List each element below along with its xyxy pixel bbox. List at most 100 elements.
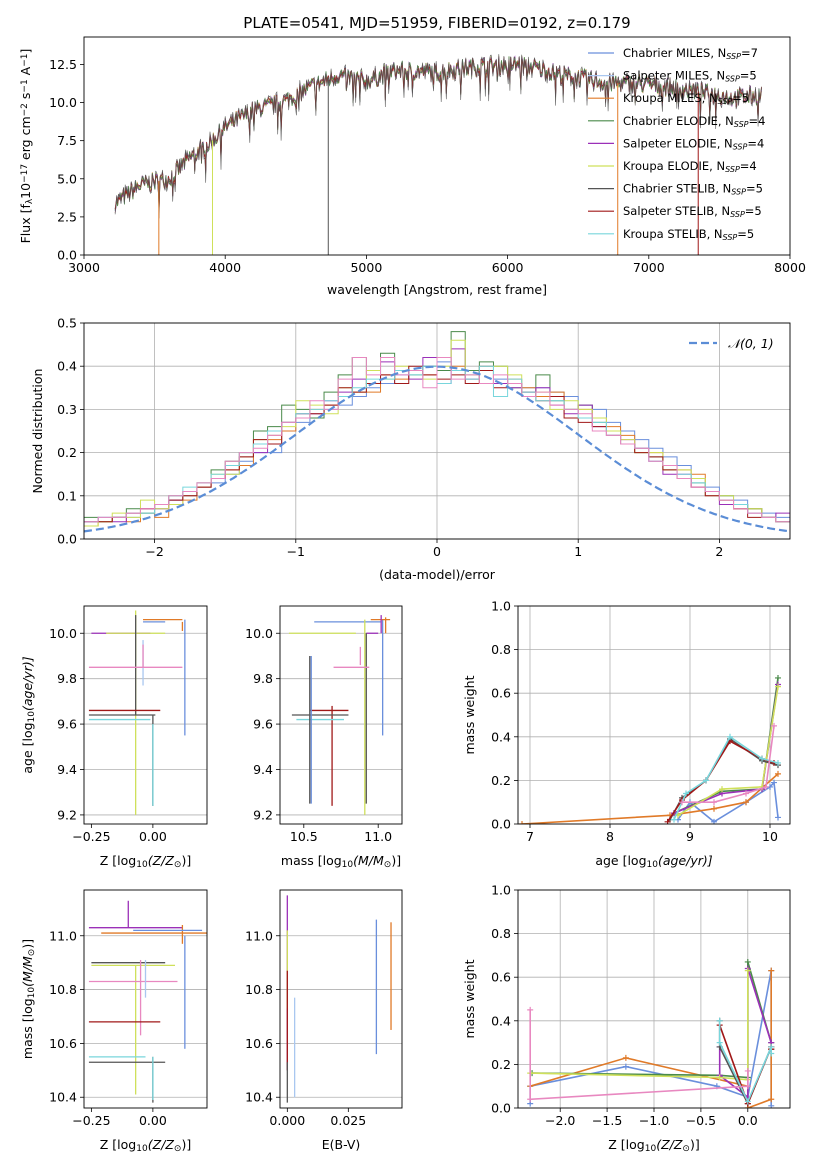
legend-entry: Salpeter MILES, NSSP=5 — [623, 69, 757, 84]
spectrum-lines — [114, 54, 762, 255]
weight-marker — [519, 821, 525, 824]
errorbars — [288, 615, 391, 815]
weight-marker — [719, 786, 725, 793]
label-part: (Z/Z — [148, 1137, 175, 1152]
weight-line — [718, 1020, 772, 1106]
label-part: Z [log — [608, 1137, 644, 1152]
label-part: age [log — [20, 722, 35, 773]
weight-marker — [716, 1017, 723, 1024]
weight-series — [519, 770, 781, 824]
x-axis-label: wavelength [Angstrom, rest frame] — [327, 282, 547, 297]
label-part: Z [log — [100, 1137, 136, 1152]
weight-marker — [527, 1096, 534, 1103]
label-part: −2 — [20, 103, 30, 116]
panel-spectrum: 3000 4000 5000 6000 7000 8000 0.0 2.5 5.0 7.5 10.0… — [18, 14, 806, 297]
legend-sub: SSP — [733, 142, 748, 151]
panel-weight_vs_z: −2.0 −1.5 −1.0 −0.5 0.0 0.0 0.2 0.4 0.6 0.8 1.0 Z [… — [462, 883, 791, 1154]
weight-line — [532, 961, 772, 1079]
legend-label: Chabrier MILES, N — [623, 46, 726, 60]
weight-series — [527, 1006, 751, 1103]
y-tick-label: 9.4 — [57, 762, 77, 777]
plot-frame — [279, 889, 403, 1109]
x-tick-label: −0.5 — [686, 1113, 716, 1128]
label-part: erg cm — [18, 116, 33, 164]
x-axis-label: Z [log10(Z/Z⊙)] — [100, 1137, 191, 1154]
y-tick-label: 0.6 — [491, 686, 511, 701]
y-tick-label: 10.0 — [245, 626, 273, 641]
legend-entry: Chabrier STELIB, NSSP=5 — [623, 182, 763, 197]
label-part: 10 — [647, 860, 659, 870]
legend-tail: =5 — [745, 204, 762, 218]
label-part: mass [log — [281, 853, 342, 868]
x-tick-label: 0.00 — [139, 829, 167, 844]
errorbars — [286, 895, 392, 1103]
label-part: −1 — [20, 54, 30, 67]
label-part: 10 — [27, 711, 37, 723]
weight-marker — [744, 1067, 751, 1074]
y-tick-label: 9.2 — [253, 807, 273, 822]
label-part: −1 — [20, 79, 30, 92]
label-part: ⊙ — [384, 860, 392, 870]
x-tick-label: 7000 — [633, 260, 665, 275]
y-tick-label: 0.2 — [491, 773, 511, 788]
label-part: mass [log — [20, 998, 35, 1059]
weight-marker — [744, 958, 751, 965]
legend-sub: SSP — [730, 210, 745, 219]
y-tick-label: 9.8 — [57, 671, 77, 686]
x-tick-label: 11.0 — [364, 829, 392, 844]
weight-marker — [622, 1063, 629, 1070]
legend-sub: SSP — [723, 233, 738, 242]
x-axis-label: Z [log10(Z/Z⊙)] — [608, 1137, 699, 1154]
label-part: (M/M — [20, 956, 35, 987]
x-axis-label: age [log10(age/yr)] — [595, 853, 712, 870]
weight-lines — [519, 674, 781, 824]
plot-frame — [517, 889, 791, 1109]
weight-marker — [768, 1096, 775, 1103]
legend-label: Salpeter ELODIE, N — [623, 136, 733, 150]
weight-series — [664, 738, 777, 824]
y-tick-label: 0.4 — [491, 1013, 511, 1028]
weight-marker — [727, 733, 733, 740]
y-tick-label: 9.6 — [57, 717, 77, 732]
weight-marker — [768, 1050, 775, 1057]
histogram-series — [84, 357, 790, 539]
plot-frame — [83, 36, 791, 256]
y-tick-label: 10.4 — [245, 1090, 273, 1105]
label-part: 10 — [342, 860, 354, 870]
y-tick-label: 0.6 — [491, 970, 511, 985]
legend-tail: =4 — [749, 114, 766, 128]
weight-marker — [744, 1098, 751, 1105]
y-tick-label: 7.5 — [57, 133, 77, 148]
label-part: (Z/Z — [656, 1137, 683, 1152]
x-tick-label: 0.025 — [330, 1113, 366, 1128]
x-tick-label: 1 — [574, 544, 582, 559]
weight-series — [527, 967, 775, 1108]
weight-marker — [716, 1039, 723, 1046]
x-tick-label: 10.5 — [290, 829, 318, 844]
x-tick-label: −0.25 — [72, 829, 110, 844]
legend-tail: =4 — [747, 136, 764, 150]
legend-entry: Kroupa ELODIE, NSSP=4 — [623, 159, 757, 174]
y-tick-label: 10.4 — [49, 1090, 77, 1105]
weight-series — [527, 967, 751, 1083]
x-axis-label: (data-model)/error — [379, 567, 496, 582]
weight-marker — [744, 1083, 751, 1090]
legend-label: Kroupa MILES, N — [623, 91, 718, 105]
label-part: age [log — [595, 853, 646, 868]
y-tick-label: 11.0 — [49, 928, 77, 943]
legend-label: Chabrier ELODIE, N — [623, 114, 734, 128]
legend-sub: SSP — [726, 52, 741, 61]
x-tick-label: 0.0 — [738, 1113, 758, 1128]
spectrum-line — [114, 54, 762, 219]
x-axis-label: Z [log10(Z/Z⊙)] — [100, 853, 191, 870]
weight-marker — [775, 674, 781, 681]
weight-series — [716, 1017, 775, 1105]
x-tick-label: 0 — [433, 544, 441, 559]
panel-mass_vs_ebv: 0.000 0.025 10.4 10.6 10.8 11.0 E(B-V) — [245, 889, 403, 1152]
legend-sub: SSP — [718, 97, 733, 106]
chart-title: PLATE=0541, MJD=51959, FIBERID=0192, z=0… — [243, 14, 630, 32]
y-tick-label: 0.1 — [57, 488, 77, 503]
y-tick-label: 11.0 — [245, 928, 273, 943]
label-part: (age/yr)] — [658, 853, 713, 868]
weight-marker — [743, 790, 749, 797]
